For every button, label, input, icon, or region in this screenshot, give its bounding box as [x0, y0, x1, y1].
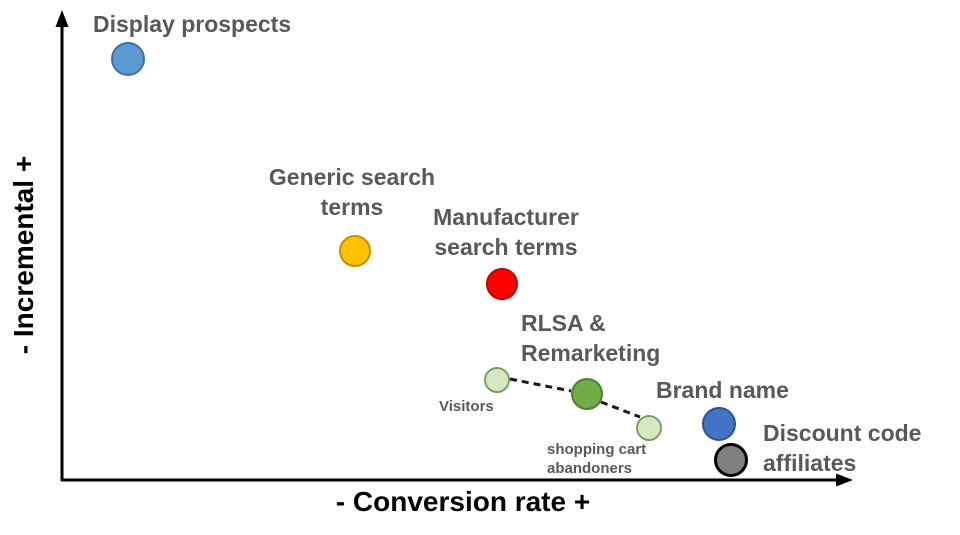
label-display-prospects: Display prospects	[93, 11, 292, 37]
label-generic-search-terms: Generic search terms	[268, 164, 436, 220]
point-generic-search-terms	[339, 235, 371, 267]
y-axis-label: - Incremental +	[8, 155, 39, 355]
label-manufacturer-search-terms: Manufacturer search terms	[433, 204, 579, 260]
label-rlsa-remarketing: RLSA & Remarketing	[521, 310, 661, 366]
label-visitors: Visitors	[439, 398, 494, 415]
connector-rlsa-to-cart	[600, 400, 641, 419]
label-shopping-cart-abandoners: shopping cart abandoners	[547, 441, 647, 477]
label-brand-name: Brand name	[656, 377, 789, 403]
point-brand-name	[702, 407, 736, 441]
point-manufacturer-search-terms	[486, 268, 518, 300]
connector-visitors-to-rlsa	[509, 377, 572, 393]
x-axis-label: - Conversion rate +	[335, 486, 591, 517]
x-axis-arrowhead-icon	[836, 473, 853, 487]
point-display-prospects	[111, 42, 145, 76]
y-axis-arrowhead-icon	[55, 10, 69, 27]
point-rlsa-visitors	[484, 367, 510, 393]
point-shopping-cart-abandoners	[636, 415, 662, 441]
label-discount-code-affiliates: Discount code affiliates	[763, 420, 922, 476]
point-rlsa-remarketing	[571, 378, 603, 410]
point-discount-code-affiliates	[714, 443, 748, 477]
